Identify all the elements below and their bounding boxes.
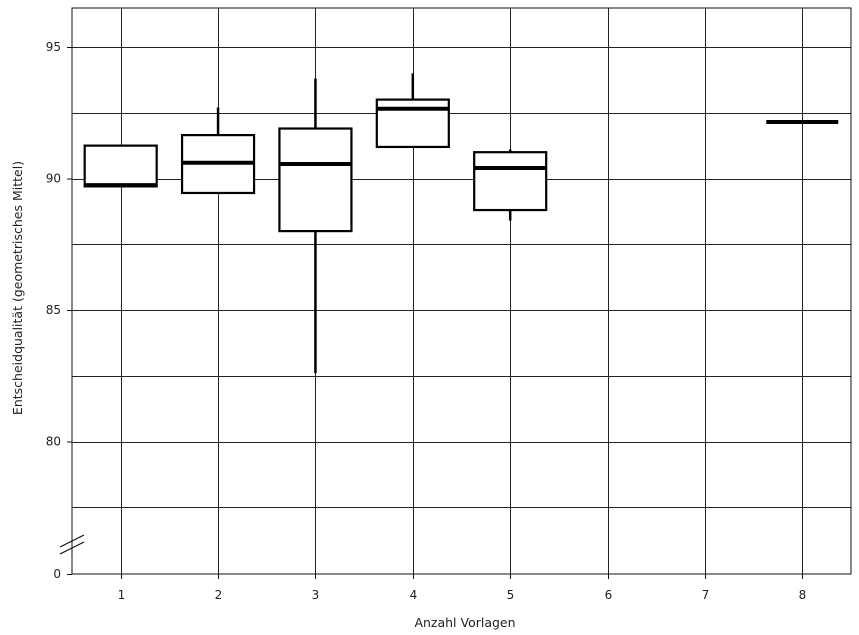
axes xyxy=(59,7,852,579)
x-tick-label: 8 xyxy=(799,588,807,602)
y-tick-label: 90 xyxy=(46,172,61,186)
axis-break-mark xyxy=(59,534,85,548)
x-axis-title: Anzahl Vorlagen xyxy=(414,615,515,630)
x-tick-label: 3 xyxy=(312,588,320,602)
box-3 xyxy=(278,78,353,374)
x-tick-label: 5 xyxy=(507,588,515,602)
y-axis-title: Entscheidqualität (geometrisches Mittel) xyxy=(10,161,25,415)
box-1 xyxy=(83,144,158,188)
box-2 xyxy=(180,107,256,195)
axis-break-mark xyxy=(59,541,85,555)
x-tick-label: 2 xyxy=(215,588,223,602)
tick-labels: 95 90 85 80 0 1 2 3 4 5 6 7 8 xyxy=(46,40,807,602)
box-4 xyxy=(375,73,450,149)
x-tick-label: 1 xyxy=(118,588,126,602)
y-tick-label: 85 xyxy=(46,303,61,317)
y-tick-label: 0 xyxy=(53,567,61,581)
x-tick-label: 4 xyxy=(410,588,418,602)
boxes xyxy=(83,73,839,374)
y-tick-label: 80 xyxy=(46,435,61,449)
box-iqr xyxy=(375,98,450,149)
box-5 xyxy=(473,149,548,221)
box-iqr xyxy=(278,127,353,233)
box-iqr xyxy=(473,151,548,212)
plot-frame xyxy=(71,7,852,575)
box-iqr xyxy=(83,144,158,188)
x-tick-label: 7 xyxy=(702,588,710,602)
x-tick-label: 6 xyxy=(605,588,613,602)
y-tick-label: 95 xyxy=(46,40,61,54)
grid xyxy=(72,8,851,574)
